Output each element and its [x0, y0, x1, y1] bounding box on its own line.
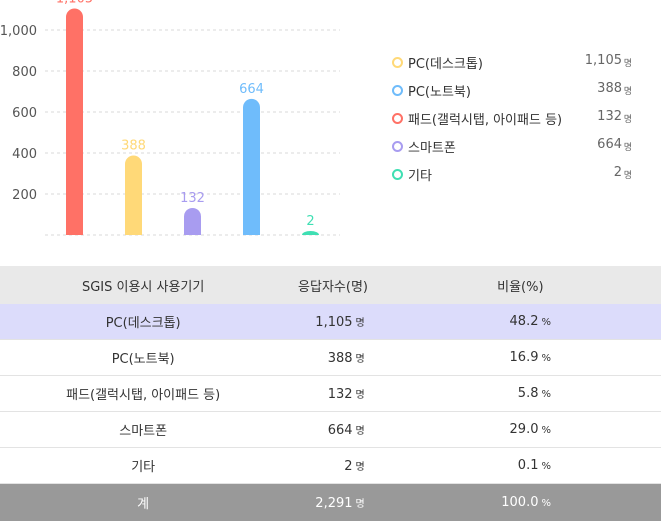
y-tick-label: 600	[12, 106, 37, 121]
count-unit: 명	[356, 462, 365, 473]
legend-label: 패드(갤럭시탭, 아이패드 등)	[408, 109, 562, 128]
legend-unit: 명	[624, 168, 632, 181]
cell-ratio: 16.9%	[379, 340, 661, 376]
count-unit: 명	[356, 390, 365, 401]
ratio-value: 48.2	[510, 314, 539, 329]
y-tick-label: 200	[12, 188, 37, 203]
cell-ratio: 48.2%	[379, 304, 661, 340]
legend-value: 132	[597, 109, 622, 124]
legend-unit: 명	[624, 56, 632, 69]
legend-item[interactable]: 기타 2 명	[390, 160, 640, 188]
cell-total-ratio: 100.0%	[379, 484, 661, 521]
legend-unit: 명	[624, 140, 632, 153]
header-ratio: 비율(%)	[379, 266, 661, 304]
ratio-unit: %	[541, 498, 551, 509]
legend-marker-icon	[392, 169, 403, 180]
y-tick-label: 400	[12, 147, 37, 162]
table-row[interactable]: PC(데스크톱) 1,105 명 48.2%	[0, 304, 661, 340]
count-value: 2	[344, 459, 352, 474]
legend-value: 388	[597, 81, 622, 96]
count-unit: 명	[356, 426, 365, 437]
chart-legend: PC(데스크톱) 1,105 명 PC(노트북) 388 명 패드(갤럭시탭, …	[390, 48, 640, 188]
legend-label: PC(노트북)	[408, 81, 471, 100]
cell-count: 1,105 명	[286, 304, 378, 340]
ratio-unit: %	[541, 389, 551, 400]
count-value: 1,105	[315, 315, 352, 330]
legend-item[interactable]: PC(데스크톱) 1,105 명	[390, 48, 640, 76]
cell-device: PC(노트북)	[0, 340, 286, 376]
data-label: 132	[180, 191, 205, 206]
data-label: 2	[306, 214, 314, 229]
cell-device: 기타	[0, 448, 286, 484]
count-value: 388	[328, 351, 353, 366]
bar	[302, 231, 319, 235]
count-value: 664	[328, 423, 353, 438]
data-label: 664	[239, 82, 264, 97]
cell-ratio: 5.8%	[379, 376, 661, 412]
device-usage-table: SGIS 이용시 사용기기 응답자수(명) 비율(%) PC(데스크톱) 1,1…	[0, 266, 661, 521]
legend-value: 664	[597, 137, 622, 152]
ratio-unit: %	[541, 425, 551, 436]
data-label: 1,105	[56, 0, 93, 6]
cell-device: 스마트폰	[0, 412, 286, 448]
legend-label: 스마트폰	[408, 137, 456, 156]
ratio-value: 0.1	[518, 458, 539, 473]
legend-item[interactable]: 스마트폰 664 명	[390, 132, 640, 160]
count-value: 132	[328, 387, 353, 402]
total-count-value: 2,291	[315, 496, 352, 511]
legend-marker-icon	[392, 113, 403, 124]
header-device: SGIS 이용시 사용기기	[0, 266, 286, 304]
ratio-unit: %	[541, 317, 551, 328]
data-label: 388	[121, 138, 146, 153]
ratio-unit: %	[541, 353, 551, 364]
ratio-value: 16.9	[510, 350, 539, 365]
legend-unit: 명	[624, 112, 632, 125]
total-ratio-value: 100.0	[501, 495, 538, 510]
header-count: 응답자수(명)	[286, 266, 378, 304]
cell-ratio: 0.1%	[379, 448, 661, 484]
legend-item[interactable]: 패드(갤럭시탭, 아이패드 등) 132 명	[390, 104, 640, 132]
bar	[184, 208, 201, 235]
legend-marker-icon	[392, 141, 403, 152]
ratio-unit: %	[541, 461, 551, 472]
cell-ratio: 29.0%	[379, 412, 661, 448]
table-header-row: SGIS 이용시 사용기기 응답자수(명) 비율(%)	[0, 266, 661, 304]
legend-marker-icon	[392, 85, 403, 96]
ratio-value: 29.0	[510, 422, 539, 437]
legend-item[interactable]: PC(노트북) 388 명	[390, 76, 640, 104]
cell-device: 패드(갤럭시탭, 아이패드 등)	[0, 376, 286, 412]
legend-label: 기타	[408, 165, 432, 184]
legend-value: 2	[614, 165, 622, 180]
legend-value: 1,105	[585, 53, 622, 68]
bar	[125, 155, 142, 235]
bar	[243, 99, 260, 235]
ratio-value: 5.8	[518, 386, 539, 401]
cell-device: PC(데스크톱)	[0, 304, 286, 340]
cell-total-label: 계	[0, 484, 286, 521]
bar	[66, 8, 83, 235]
legend-unit: 명	[624, 84, 632, 97]
cell-total-count: 2,291 명	[286, 484, 378, 521]
legend-marker-icon	[392, 57, 403, 68]
y-tick-label: 1,000	[0, 24, 37, 39]
count-unit: 명	[356, 499, 365, 510]
count-unit: 명	[356, 318, 365, 329]
legend-label: PC(데스크톱)	[408, 53, 483, 72]
table-total-row: 계 2,291 명 100.0%	[0, 484, 661, 521]
count-unit: 명	[356, 354, 365, 365]
y-tick-label: 800	[12, 65, 37, 80]
